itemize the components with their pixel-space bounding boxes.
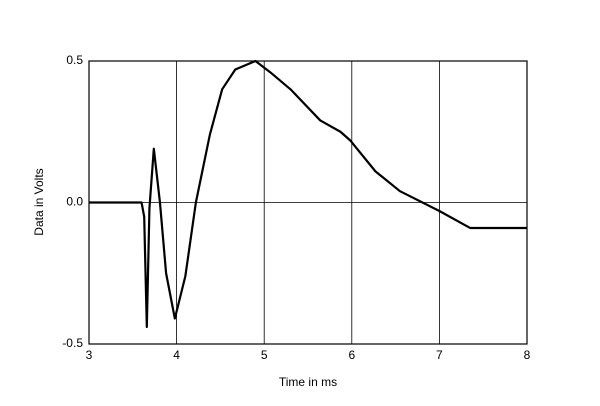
x-tick-label: 6 xyxy=(348,348,355,362)
y-tick-label: 0.0 xyxy=(66,195,83,209)
x-tick-label: 5 xyxy=(261,348,268,362)
y-axis-label: Data in Volts xyxy=(32,168,46,235)
x-tick-label: 8 xyxy=(524,348,531,362)
x-tick-label: 4 xyxy=(173,348,180,362)
y-tick-label: 0.5 xyxy=(66,53,83,67)
x-axis-label: Time in ms xyxy=(279,375,337,389)
data-line xyxy=(89,59,527,329)
y-tick-label: -0.5 xyxy=(62,336,83,350)
x-tick-label: 3 xyxy=(86,348,93,362)
x-tick-label: 7 xyxy=(436,348,443,362)
